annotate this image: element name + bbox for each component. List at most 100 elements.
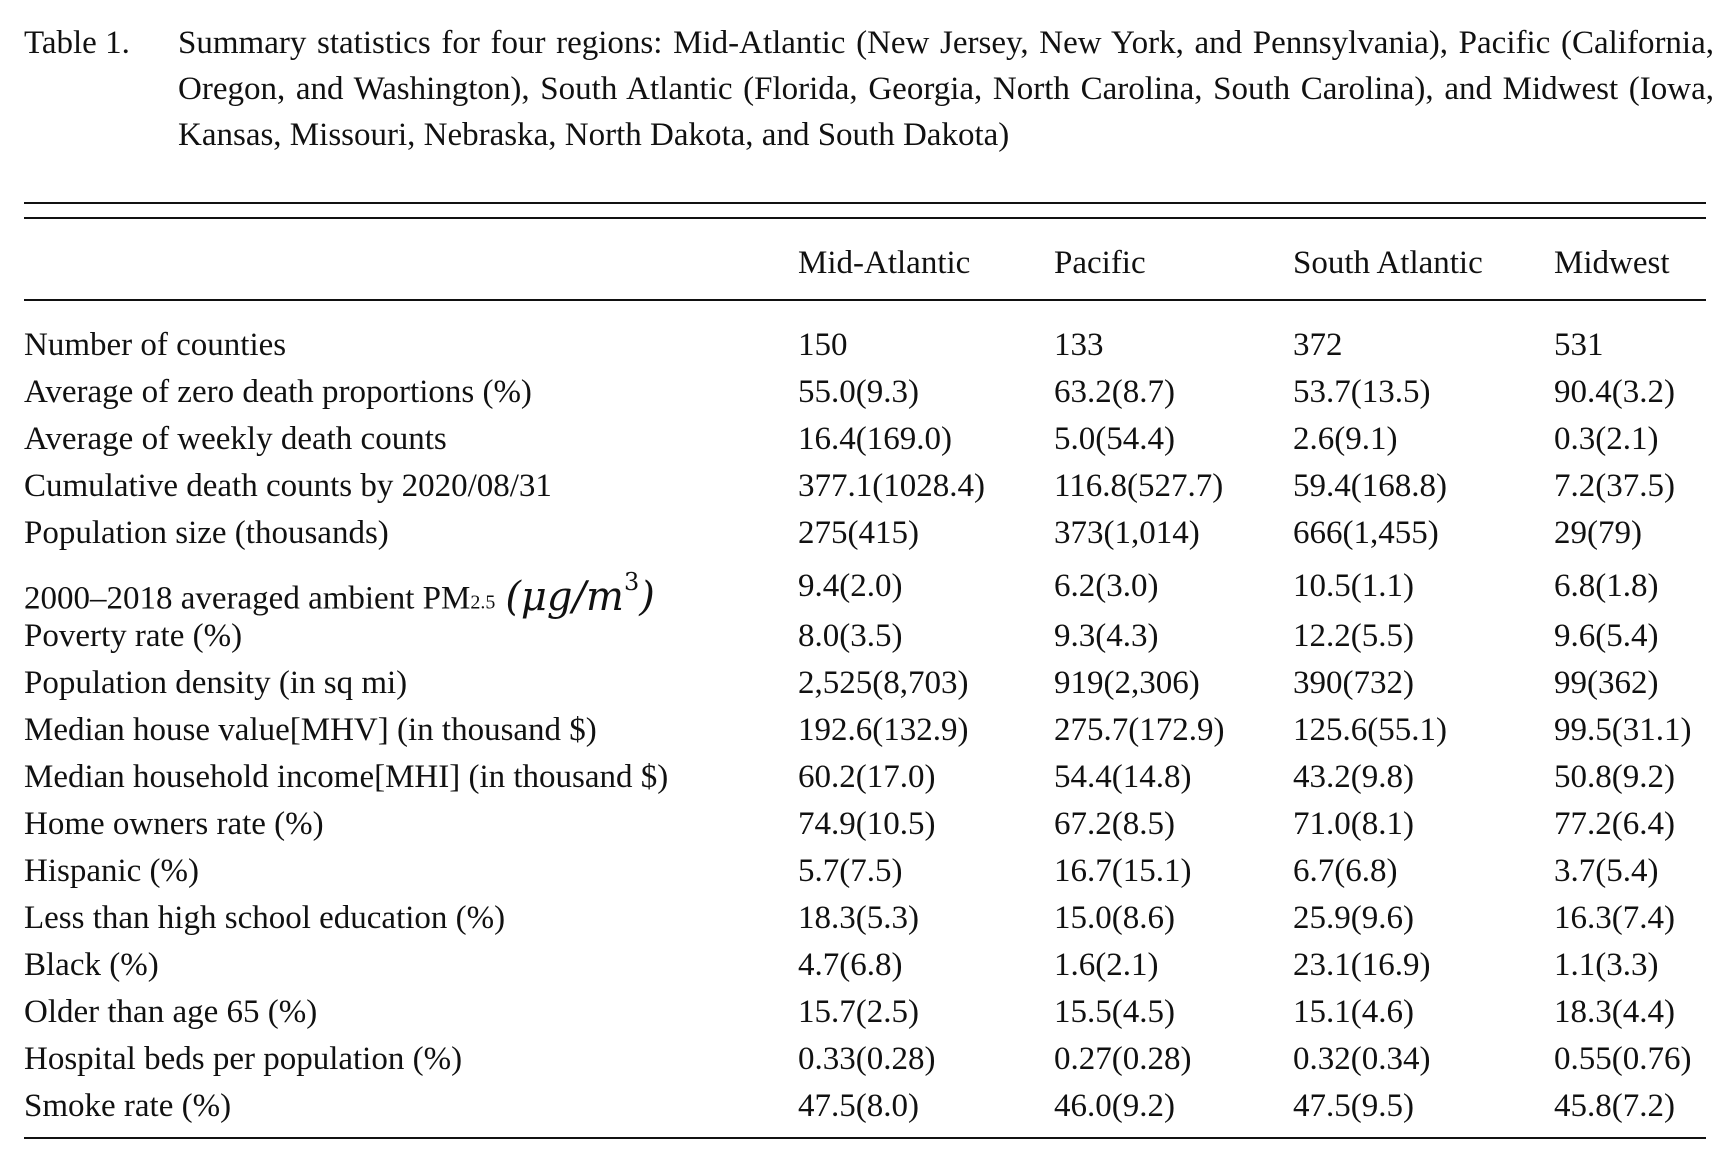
table-row: Hispanic (%) 5.7(7.5) 16.7(15.1) 6.7(6.8… (0, 848, 1724, 895)
cell-south-atlantic: 53.7(13.5) (1293, 374, 1431, 410)
cell-mid-atlantic: 5.7(7.5) (798, 853, 903, 889)
cell-pacific: 275.7(172.9) (1054, 712, 1225, 748)
cell-midwest: 90.4(3.2) (1554, 374, 1675, 410)
pm-unit-base: (μg/m (505, 574, 624, 621)
pm-label-prefix: 2000–2018 averaged ambient PM (24, 580, 471, 617)
table-row: Median house value[MHV] (in thousand $) … (0, 707, 1724, 754)
row-label: Home owners rate (%) (24, 806, 324, 842)
cell-pacific: 373(1,014) (1054, 515, 1200, 551)
table-top-rule (24, 202, 1706, 204)
row-label: Older than age 65 (%) (24, 994, 318, 1030)
cell-pacific: 0.27(0.28) (1054, 1041, 1192, 1077)
table-top-rule-inner (24, 217, 1706, 219)
cell-south-atlantic: 43.2(9.8) (1293, 759, 1414, 795)
cell-pacific: 6.2(3.0) (1054, 568, 1159, 604)
cell-pacific: 9.3(4.3) (1054, 618, 1159, 654)
pm-unit: (μg/m3) (505, 568, 655, 621)
table-row: Less than high school education (%) 18.3… (0, 895, 1724, 942)
cell-midwest: 99.5(31.1) (1554, 712, 1692, 748)
cell-mid-atlantic: 74.9(10.5) (798, 806, 936, 842)
cell-south-atlantic: 47.5(9.5) (1293, 1088, 1414, 1124)
cell-midwest: 50.8(9.2) (1554, 759, 1675, 795)
row-label: Median household income[MHI] (in thousan… (24, 759, 669, 795)
cell-south-atlantic: 0.32(0.34) (1293, 1041, 1431, 1077)
cell-mid-atlantic: 2,525(8,703) (798, 665, 969, 701)
cell-midwest: 1.1(3.3) (1554, 947, 1659, 983)
cell-midwest: 0.55(0.76) (1554, 1041, 1692, 1077)
cell-south-atlantic: 71.0(8.1) (1293, 806, 1414, 842)
row-label: Average of weekly death counts (24, 421, 447, 457)
cell-south-atlantic: 23.1(16.9) (1293, 947, 1431, 983)
table-row: Hospital beds per population (%) 0.33(0.… (0, 1036, 1724, 1083)
cell-mid-atlantic: 377.1(1028.4) (798, 468, 985, 504)
table-row: Black (%) 4.7(6.8) 1.6(2.1) 23.1(16.9) 1… (0, 942, 1724, 989)
cell-mid-atlantic: 275(415) (798, 515, 919, 551)
row-label: Number of counties (24, 327, 287, 363)
table-row: Number of counties 150 133 372 531 (0, 322, 1724, 369)
cell-pacific: 133 (1054, 327, 1104, 363)
header-pacific: Pacific (1054, 245, 1146, 281)
cell-mid-atlantic: 0.33(0.28) (798, 1041, 936, 1077)
cell-mid-atlantic: 18.3(5.3) (798, 900, 919, 936)
cell-pacific: 16.7(15.1) (1054, 853, 1192, 889)
cell-midwest: 29(79) (1554, 515, 1642, 551)
table-row: Median household income[MHI] (in thousan… (0, 754, 1724, 801)
table-row: Average of zero death proportions (%) 55… (0, 369, 1724, 416)
table-row: Average of weekly death counts 16.4(169.… (0, 416, 1724, 463)
cell-midwest: 0.3(2.1) (1554, 421, 1659, 457)
cell-mid-atlantic: 192.6(132.9) (798, 712, 969, 748)
row-label: Cumulative death counts by 2020/08/31 (24, 468, 552, 504)
cell-midwest: 3.7(5.4) (1554, 853, 1659, 889)
cell-south-atlantic: 390(732) (1293, 665, 1414, 701)
cell-south-atlantic: 125.6(55.1) (1293, 712, 1447, 748)
row-label: Less than high school education (%) (24, 900, 506, 936)
cell-mid-atlantic: 60.2(17.0) (798, 759, 936, 795)
table-row: Poverty rate (%) 8.0(3.5) 9.3(4.3) 12.2(… (0, 613, 1724, 660)
pm-label-subscript: 2.5 (470, 591, 496, 614)
cell-midwest: 77.2(6.4) (1554, 806, 1675, 842)
cell-south-atlantic: 25.9(9.6) (1293, 900, 1414, 936)
cell-south-atlantic: 6.7(6.8) (1293, 853, 1398, 889)
cell-mid-atlantic: 15.7(2.5) (798, 994, 919, 1030)
cell-south-atlantic: 372 (1293, 327, 1343, 363)
row-label: Average of zero death proportions (%) (24, 374, 532, 410)
cell-mid-atlantic: 4.7(6.8) (798, 947, 903, 983)
row-label: Smoke rate (%) (24, 1088, 232, 1124)
cell-pacific: 15.5(4.5) (1054, 994, 1175, 1030)
cell-midwest: 18.3(4.4) (1554, 994, 1675, 1030)
table-row: Cumulative death counts by 2020/08/31 37… (0, 463, 1724, 510)
cell-mid-atlantic: 16.4(169.0) (798, 421, 952, 457)
cell-mid-atlantic: 150 (798, 327, 848, 363)
table-row: Home owners rate (%) 74.9(10.5) 67.2(8.5… (0, 801, 1724, 848)
cell-midwest: 9.6(5.4) (1554, 618, 1659, 654)
cell-pacific: 116.8(527.7) (1054, 468, 1224, 504)
header-south-atlantic: South Atlantic (1293, 245, 1483, 281)
row-label: Hispanic (%) (24, 853, 200, 889)
cell-pacific: 15.0(8.6) (1054, 900, 1175, 936)
caption-text: Summary statistics for four regions: Mid… (178, 25, 1714, 153)
cell-midwest: 7.2(37.5) (1554, 468, 1675, 504)
cell-midwest: 45.8(7.2) (1554, 1088, 1675, 1124)
cell-pacific: 919(2,306) (1054, 665, 1200, 701)
cell-midwest: 99(362) (1554, 665, 1659, 701)
table-label: Table 1. (24, 25, 130, 61)
table-row: 2000–2018 averaged ambient PM2.5 (μg/m3) … (0, 563, 1724, 620)
row-label-pm25: 2000–2018 averaged ambient PM2.5 (μg/m3) (24, 563, 655, 626)
table-bottom-rule (24, 1137, 1706, 1139)
table-row: Older than age 65 (%) 15.7(2.5) 15.5(4.5… (0, 989, 1724, 1036)
cell-pacific: 54.4(14.8) (1054, 759, 1192, 795)
cell-pacific: 46.0(9.2) (1054, 1088, 1175, 1124)
cell-pacific: 63.2(8.7) (1054, 374, 1175, 410)
cell-pacific: 67.2(8.5) (1054, 806, 1175, 842)
cell-pacific: 1.6(2.1) (1054, 947, 1159, 983)
row-label: Median house value[MHV] (in thousand $) (24, 712, 597, 748)
cell-mid-atlantic: 9.4(2.0) (798, 568, 903, 604)
table-row: Population density (in sq mi) 2,525(8,70… (0, 660, 1724, 707)
table-header-rule (24, 299, 1706, 301)
cell-midwest: 531 (1554, 327, 1604, 363)
pm-unit-close: ) (639, 574, 655, 621)
cell-south-atlantic: 666(1,455) (1293, 515, 1439, 551)
cell-south-atlantic: 15.1(4.6) (1293, 994, 1414, 1030)
cell-south-atlantic: 2.6(9.1) (1293, 421, 1398, 457)
